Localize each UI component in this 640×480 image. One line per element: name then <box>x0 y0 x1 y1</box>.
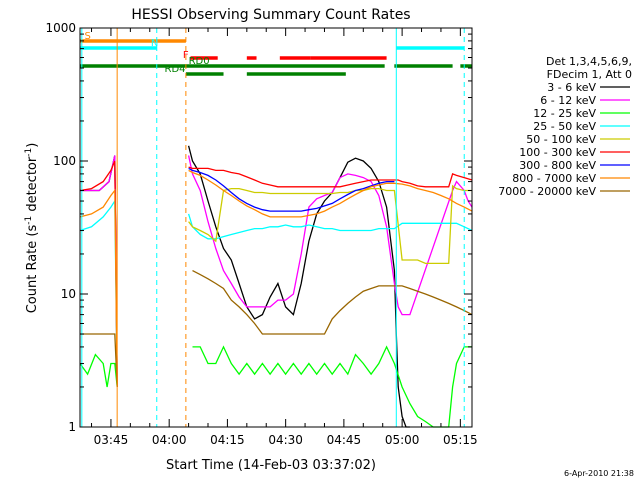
legend: Det 1,3,4,5,6,9, FDecim 1, Att 0 3 - 6 k… <box>498 55 632 198</box>
flag-label-rd0: RD0 <box>189 56 210 67</box>
legend-header-1: Det 1,3,4,5,6,9, <box>546 55 632 68</box>
y-axis-ticks: 1 10 100 1000 <box>45 21 472 434</box>
series-line-300-800-kev <box>188 167 395 212</box>
series-line-6-12-kev <box>80 155 473 388</box>
x-axis-label: Start Time (14-Feb-03 03:37:02) <box>166 458 376 473</box>
x-tick-label: 04:30 <box>268 433 303 447</box>
flag-bars: SNFRD0RD4 <box>80 31 472 76</box>
x-tick-label: 05:00 <box>385 433 420 447</box>
legend-label-6-12-kev: 6 - 12 keV <box>540 94 596 107</box>
x-tick-label: 03:45 <box>94 433 129 447</box>
legend-label-7000-20000-kev: 7000 - 20000 keV <box>498 185 596 198</box>
series-lines <box>79 145 473 428</box>
plot-frame <box>79 27 473 428</box>
legend-header-2: FDecim 1, Att 0 <box>547 68 632 81</box>
legend-label-800-7000-kev: 800 - 7000 keV <box>512 172 596 185</box>
series-line-7000-20000-kev <box>80 270 473 388</box>
chart-title: HESSI Observing Summary Count Rates <box>131 7 410 23</box>
series-line-100-300-kev <box>79 160 473 388</box>
x-tick-label: 04:45 <box>327 433 362 447</box>
legend-label-25-50-kev: 25 - 50 keV <box>533 120 596 133</box>
series-line-12-25-kev <box>79 345 472 428</box>
flag-label-rd4: RD4 <box>165 64 186 75</box>
legend-label-12-25-kev: 12 - 25 keV <box>533 107 596 120</box>
y-tick-label: 10 <box>61 287 76 301</box>
x-tick-label: 04:15 <box>210 433 245 447</box>
y-tick-label: 1 <box>68 420 76 434</box>
flag-label-s: S <box>85 31 91 42</box>
y-tick-label: 100 <box>53 154 76 168</box>
series-line-800-7000-kev <box>79 169 473 388</box>
series-line-25-50-kev <box>79 198 473 388</box>
legend-label-100-300-kev: 100 - 300 keV <box>519 146 596 159</box>
x-axis-ticks: 03:45 04:00 04:15 04:30 04:45 05:00 05:15 <box>91 28 478 447</box>
legend-label-3-6-kev: 3 - 6 keV <box>547 81 596 94</box>
series-line-3-6-kev <box>80 145 410 428</box>
footer-timestamp: 6-Apr-2010 21:38 <box>564 469 634 478</box>
legend-label-50-100-kev: 50 - 100 keV <box>526 133 596 146</box>
legend-label-300-800-kev: 300 - 800 keV <box>519 159 596 172</box>
y-tick-label: 1000 <box>45 21 76 35</box>
x-tick-label: 05:15 <box>443 433 478 447</box>
x-tick-label: 04:00 <box>152 433 187 447</box>
series-line-50-100-kev <box>188 184 472 265</box>
event-markers <box>81 28 465 427</box>
flag-label-n: N <box>151 38 158 49</box>
y-axis-label: Count Rate (s-1 detector-1) <box>24 143 40 314</box>
